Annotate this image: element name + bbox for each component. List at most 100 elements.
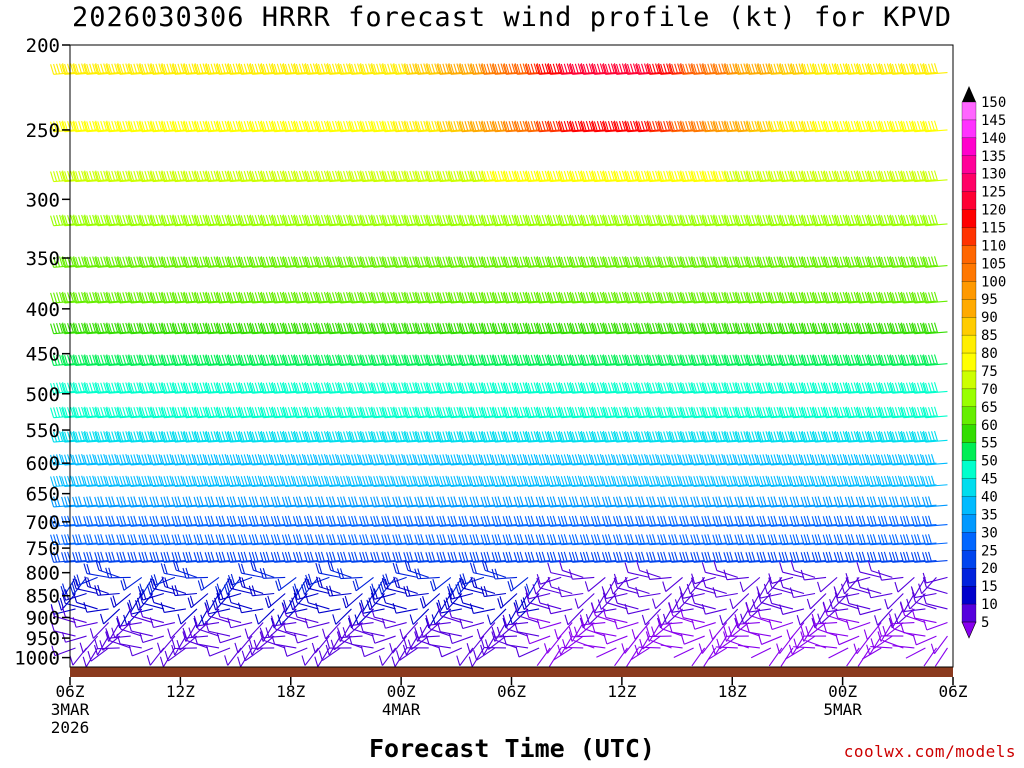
wind-barb [443, 593, 463, 611]
wind-barb [900, 622, 926, 637]
wind-barb [79, 635, 99, 654]
wind-barb [370, 214, 396, 227]
colorbar-label-45: 45 [981, 472, 998, 488]
wind-barb [601, 63, 628, 75]
colorbar-label-50: 50 [981, 454, 998, 470]
wind-barb [524, 170, 551, 183]
colorbar-label-85: 85 [981, 328, 998, 344]
wind-barb [624, 562, 650, 578]
wind-barb [403, 585, 429, 597]
wind-barb [215, 291, 242, 304]
wind-barb [502, 291, 529, 304]
wind-barb [303, 63, 330, 75]
wind-barb [729, 593, 750, 610]
wind-barb [259, 322, 286, 335]
wind-barb [905, 647, 926, 659]
wind-barb [127, 170, 153, 183]
wind-barb [259, 214, 286, 227]
wind-barb [650, 639, 672, 649]
colorbar-swatch-20 [961, 460, 977, 480]
wind-barb [561, 646, 584, 649]
x-tick-label-4-0: 06Z [497, 682, 526, 701]
wind-barb [784, 647, 805, 660]
colorbar-label-100: 100 [981, 274, 1006, 290]
wind-barb [146, 647, 165, 666]
wind-barb [359, 63, 385, 75]
wind-barb [342, 593, 363, 609]
wind-barb [568, 63, 595, 75]
wind-barb [182, 214, 209, 227]
wind-barb [419, 593, 441, 609]
wind-barb [877, 570, 904, 581]
wind-barb [259, 354, 286, 366]
wind-barb [756, 354, 782, 366]
wind-barb [303, 214, 330, 227]
wind-barb [712, 587, 738, 598]
wind-barb [458, 120, 484, 133]
wind-barb [480, 256, 507, 268]
wind-barb [160, 170, 186, 183]
colorbar-swatch-9 [961, 263, 977, 282]
wind-barb [679, 354, 705, 366]
colorbar-label-10: 10 [981, 597, 998, 613]
wind-barb [646, 626, 672, 638]
wind-barb [138, 354, 164, 366]
wind-barb [922, 593, 948, 610]
wind-barb [899, 63, 926, 75]
wind-barb [392, 170, 418, 183]
wind-barb [270, 170, 297, 183]
wind-barb [709, 622, 728, 640]
wind-barb [502, 63, 529, 75]
colorbar-swatch-3 [961, 155, 977, 175]
x-tick-label-3-0: 00Z [387, 682, 416, 701]
x-tick-label-2-0: 18Z [276, 682, 305, 701]
wind-barb [557, 354, 584, 366]
colorbar-label-40: 40 [981, 489, 998, 505]
credit-link[interactable]: coolwx.com/models [843, 742, 1016, 761]
wind-barb [579, 120, 606, 133]
y-tick-label-300: 300 [26, 189, 60, 211]
colorbar-label-35: 35 [981, 507, 998, 523]
wind-barb [149, 120, 175, 133]
wind-barb [182, 291, 209, 304]
wind-barb [315, 562, 341, 578]
wind-barb [392, 562, 418, 578]
wind-barb [833, 120, 860, 133]
wind-barb [436, 170, 462, 183]
x-tick-label-5-0: 12Z [607, 682, 636, 701]
wind-barb [50, 354, 76, 366]
wind-barb [805, 622, 827, 637]
wind-barb [626, 647, 639, 667]
wind-barb [248, 354, 275, 366]
wind-barb [750, 647, 772, 659]
colorbar-swatch-24 [961, 532, 977, 551]
colorbar-swatch-10 [961, 281, 977, 300]
wind-barb [844, 256, 871, 268]
y-tick-label-350: 350 [26, 248, 60, 270]
wind-barb [789, 587, 816, 599]
colorbar-label-15: 15 [981, 579, 998, 595]
colorbar-label-150: 150 [981, 95, 1006, 111]
wind-barb [822, 120, 849, 133]
wind-barb [701, 170, 727, 183]
wind-barb [601, 256, 628, 268]
wind-barb [337, 322, 363, 335]
wind-barb [579, 256, 606, 268]
wind-barb [691, 647, 706, 667]
wind-barb [292, 63, 319, 75]
y-tick-label-900: 900 [26, 607, 60, 629]
wind-barb [800, 63, 827, 75]
wind-barb [378, 647, 397, 666]
wind-barb [314, 322, 341, 335]
wind-barb [337, 256, 363, 268]
wind-barb [789, 354, 816, 366]
colorbar-label-20: 20 [981, 561, 998, 577]
wind-barb [840, 577, 860, 595]
wind-barb [679, 291, 705, 304]
wind-barb [248, 63, 275, 75]
wind-barb [822, 291, 849, 304]
wind-barb [476, 622, 496, 640]
wind-barb [855, 256, 882, 268]
colorbar-top-arrow [962, 86, 976, 102]
colorbar-swatch-23 [961, 514, 977, 533]
